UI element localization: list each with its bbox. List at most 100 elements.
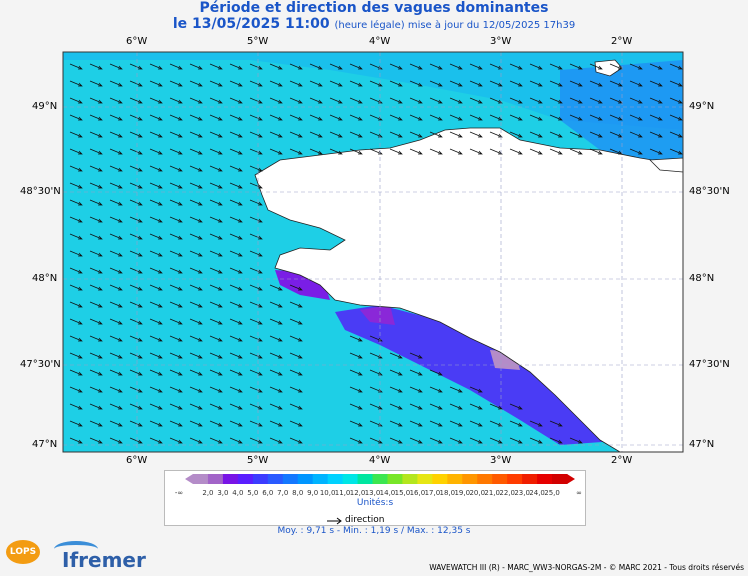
- direction-arrow: [189, 284, 203, 291]
- lon-tick-bottom: 6°W: [126, 455, 148, 466]
- direction-arrow: [369, 403, 383, 410]
- direction-arrow: [109, 267, 123, 274]
- direction-arrow: [169, 182, 183, 189]
- direction-arrow: [69, 233, 83, 240]
- direction-arrow: [109, 420, 123, 427]
- direction-arrow: [589, 80, 603, 87]
- direction-arrow: [269, 437, 283, 444]
- direction-arrow: [249, 352, 263, 359]
- direction-arrow: [309, 114, 323, 121]
- direction-arrow: [109, 97, 123, 104]
- land-brittany: [254, 127, 683, 452]
- direction-arrow: [389, 131, 403, 138]
- direction-arrow: [289, 284, 303, 291]
- direction-arrow: [109, 386, 123, 393]
- direction-arrow: [409, 97, 423, 104]
- direction-arrow: [149, 403, 163, 410]
- direction-arrow: [229, 148, 243, 155]
- lat-tick-left: 47°30'N: [20, 359, 61, 370]
- direction-arrow: [309, 131, 323, 138]
- direction-arrow: [89, 250, 103, 257]
- direction-arrow: [289, 335, 303, 342]
- direction-arrow: [389, 63, 403, 70]
- direction-arrow: [189, 131, 203, 138]
- offshore-band: [63, 52, 683, 130]
- legend-color-swatch: [447, 474, 463, 484]
- direction-arrow: [649, 131, 663, 138]
- direction-arrow: [129, 318, 143, 325]
- direction-arrow: [149, 250, 163, 257]
- direction-arrow: [449, 420, 463, 427]
- direction-arrow: [529, 80, 543, 87]
- direction-arrow: [429, 386, 443, 393]
- direction-arrow: [669, 97, 683, 104]
- direction-arrow: [409, 369, 423, 376]
- direction-arrow: [89, 199, 103, 206]
- direction-arrow: [149, 233, 163, 240]
- direction-arrow: [69, 165, 83, 172]
- direction-arrow: [409, 420, 423, 427]
- direction-arrow: [469, 80, 483, 87]
- direction-arrow: [89, 97, 103, 104]
- direction-arrow: [169, 352, 183, 359]
- legend-color-swatch: [417, 474, 433, 484]
- direction-arrow: [209, 199, 223, 206]
- legend-color-swatch: [267, 474, 284, 484]
- direction-arrow: [129, 97, 143, 104]
- direction-arrow: [449, 114, 463, 121]
- direction-arrow: [189, 199, 203, 206]
- direction-arrow: [129, 369, 143, 376]
- direction-arrow: [589, 63, 603, 70]
- direction-arrow: [69, 80, 83, 87]
- direction-arrow: [129, 352, 143, 359]
- direction-arrow: [289, 80, 303, 87]
- direction-arrow: [89, 114, 103, 121]
- direction-arrow: [89, 318, 103, 325]
- direction-arrow: [289, 369, 303, 376]
- direction-arrow: [209, 182, 223, 189]
- direction-arrow: [389, 386, 403, 393]
- legend-color-swatch: [432, 474, 448, 484]
- legend-tick-label: 17,0: [424, 489, 441, 497]
- direction-arrow: [189, 165, 203, 172]
- direction-arrow: [269, 420, 283, 427]
- direction-arrow: [349, 80, 363, 87]
- direction-arrow: [469, 403, 483, 410]
- direction-arrow: [169, 148, 183, 155]
- direction-arrow: [109, 284, 123, 291]
- direction-arrow: [69, 97, 83, 104]
- direction-arrow: [209, 148, 223, 155]
- direction-arrow: [189, 369, 203, 376]
- legend-color-swatch: [312, 474, 329, 484]
- legend-colorbar: [185, 474, 575, 484]
- direction-arrow: [309, 148, 323, 155]
- legend-tick-label: 11,0: [334, 489, 351, 497]
- direction-arrow: [89, 165, 103, 172]
- direction-arrow: [349, 114, 363, 121]
- channel-zone: [560, 60, 683, 165]
- direction-arrow: [89, 437, 103, 444]
- direction-arrow: [169, 267, 183, 274]
- legend-low-triangle: [185, 474, 193, 484]
- direction-arrow: [669, 63, 683, 70]
- direction-arrow: [149, 369, 163, 376]
- direction-arrow: [429, 437, 443, 444]
- direction-arrow: [269, 148, 283, 155]
- direction-arrow: [149, 182, 163, 189]
- direction-arrow: [189, 403, 203, 410]
- direction-arrow: [169, 63, 183, 70]
- legend-color-swatch: [297, 474, 314, 484]
- direction-arrow: [209, 318, 223, 325]
- direction-arrow: [129, 284, 143, 291]
- direction-arrow: [249, 63, 263, 70]
- direction-arrow: [349, 352, 363, 359]
- direction-arrow: [249, 165, 263, 172]
- bay-zone: [275, 270, 330, 300]
- direction-arrow: [589, 131, 603, 138]
- direction-arrow: [229, 386, 243, 393]
- direction-arrow: [229, 284, 243, 291]
- direction-arrow: [509, 63, 523, 70]
- direction-arrow: [409, 148, 423, 155]
- direction-arrow: [229, 369, 243, 376]
- direction-arrow: [169, 233, 183, 240]
